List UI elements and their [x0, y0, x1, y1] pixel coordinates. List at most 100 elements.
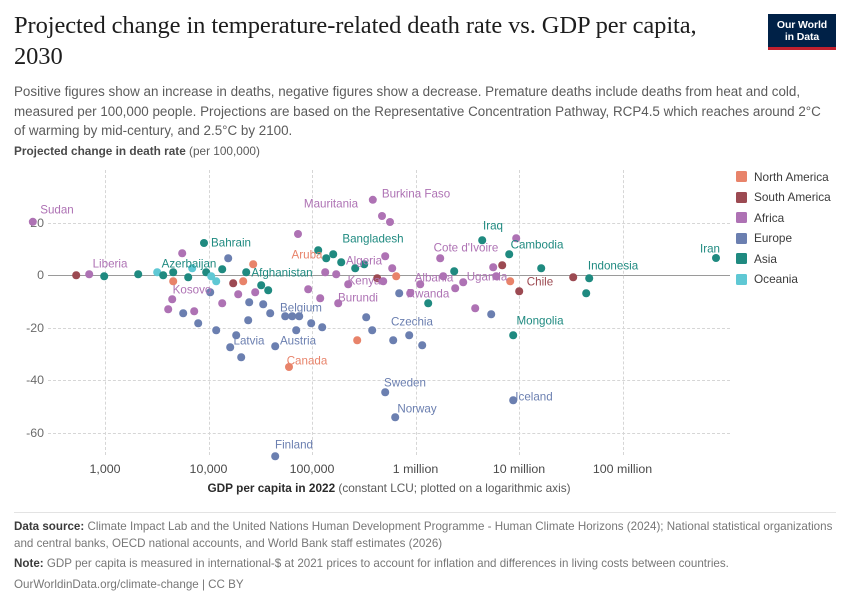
data-point[interactable]	[450, 267, 458, 275]
legend-item-south-america[interactable]: South America	[736, 190, 831, 204]
data-point[interactable]	[392, 272, 400, 280]
data-point-azerbaijan[interactable]	[169, 268, 177, 276]
data-point[interactable]	[506, 277, 514, 285]
data-point[interactable]	[190, 307, 198, 315]
data-point[interactable]	[386, 218, 394, 226]
data-point[interactable]	[492, 272, 500, 280]
data-point[interactable]	[389, 336, 397, 344]
data-point[interactable]	[179, 309, 187, 317]
owid-logo[interactable]: Our World in Data	[768, 14, 836, 50]
legend-item-africa[interactable]: Africa	[736, 211, 831, 225]
data-point[interactable]	[281, 312, 289, 320]
data-point[interactable]	[232, 331, 240, 339]
data-point-bahrain[interactable]	[200, 239, 208, 247]
data-point[interactable]	[322, 254, 330, 262]
data-point[interactable]	[378, 212, 386, 220]
data-point-indonesia[interactable]	[585, 274, 593, 282]
data-point[interactable]	[471, 304, 479, 312]
data-point[interactable]	[134, 270, 142, 278]
data-point[interactable]	[100, 272, 108, 280]
data-point[interactable]	[362, 313, 370, 321]
data-point[interactable]	[489, 263, 497, 271]
data-point-czechia[interactable]	[405, 331, 413, 339]
legend-item-asia[interactable]: Asia	[736, 252, 831, 266]
data-point[interactable]	[218, 265, 226, 273]
data-point-chile[interactable]	[515, 287, 523, 295]
data-point[interactable]	[368, 326, 376, 334]
data-point-kosovo[interactable]	[168, 295, 176, 303]
data-point[interactable]	[373, 274, 381, 282]
data-point[interactable]	[314, 246, 322, 254]
data-point[interactable]	[251, 288, 259, 296]
data-point[interactable]	[264, 286, 272, 294]
data-point[interactable]	[395, 289, 403, 297]
data-point[interactable]	[353, 336, 361, 344]
data-point[interactable]	[257, 281, 265, 289]
data-point[interactable]	[245, 298, 253, 306]
data-point[interactable]	[424, 299, 432, 307]
data-point[interactable]	[487, 310, 495, 318]
data-point[interactable]	[337, 258, 345, 266]
data-point-iran[interactable]	[712, 254, 720, 262]
data-point[interactable]	[318, 323, 326, 331]
data-point[interactable]	[307, 319, 315, 327]
data-point[interactable]	[194, 319, 202, 327]
legend-item-oceania[interactable]: Oceania	[736, 272, 831, 286]
data-point[interactable]	[537, 264, 545, 272]
data-point-burundi[interactable]	[316, 294, 324, 302]
data-point[interactable]	[334, 299, 342, 307]
data-point[interactable]	[351, 264, 359, 272]
legend-item-north-america[interactable]: North America	[736, 170, 831, 184]
data-point[interactable]	[244, 316, 252, 324]
data-point[interactable]	[569, 273, 577, 281]
data-point[interactable]	[212, 326, 220, 334]
data-point-latvia[interactable]	[226, 343, 234, 351]
data-point[interactable]	[207, 272, 215, 280]
data-point-canada[interactable]	[285, 363, 293, 371]
data-point-liberia[interactable]	[72, 271, 80, 279]
data-point[interactable]	[85, 270, 93, 278]
data-point-mauritania[interactable]	[294, 230, 302, 238]
data-point-uganda[interactable]	[459, 278, 467, 286]
data-point[interactable]	[360, 260, 368, 268]
data-point[interactable]	[234, 290, 242, 298]
data-point-sudan[interactable]	[28, 217, 38, 227]
data-point-mongolia[interactable]	[509, 331, 517, 339]
data-point[interactable]	[239, 277, 247, 285]
data-point[interactable]	[159, 271, 167, 279]
data-point-algeria[interactable]	[332, 270, 340, 278]
data-point-cote-d-ivoire[interactable]	[436, 254, 444, 262]
data-point[interactable]	[202, 268, 210, 276]
data-point[interactable]	[304, 285, 312, 293]
data-point-bangladesh[interactable]	[329, 250, 337, 258]
data-point[interactable]	[169, 277, 177, 285]
data-point[interactable]	[206, 288, 214, 296]
data-point[interactable]	[498, 261, 506, 269]
legend-item-europe[interactable]: Europe	[736, 231, 831, 245]
data-point-burkina-faso[interactable]	[368, 195, 378, 205]
data-point-austria[interactable]	[271, 342, 279, 350]
data-point-belgium[interactable]	[266, 309, 274, 317]
data-point-iceland[interactable]	[509, 396, 517, 404]
data-point[interactable]	[218, 299, 226, 307]
data-point-afghanistan[interactable]	[242, 268, 250, 276]
data-point[interactable]	[259, 300, 267, 308]
data-point[interactable]	[224, 254, 232, 262]
data-point[interactable]	[237, 353, 245, 361]
data-point[interactable]	[439, 272, 447, 280]
data-point[interactable]	[288, 312, 296, 320]
license-line[interactable]: OurWorldinData.org/climate-change | CC B…	[14, 577, 244, 591]
data-point-cambodia[interactable]	[505, 250, 513, 258]
data-point-rwanda[interactable]	[406, 289, 414, 297]
data-point-albania[interactable]	[416, 280, 424, 288]
data-point[interactable]	[321, 268, 329, 276]
data-point[interactable]	[381, 252, 389, 260]
data-point-finland[interactable]	[271, 452, 279, 460]
data-point[interactable]	[229, 279, 237, 287]
data-point[interactable]	[178, 249, 186, 257]
data-point[interactable]	[164, 305, 172, 313]
data-point[interactable]	[188, 264, 196, 272]
data-point[interactable]	[295, 312, 303, 320]
data-point-sweden[interactable]	[381, 388, 389, 396]
data-point[interactable]	[153, 268, 161, 276]
